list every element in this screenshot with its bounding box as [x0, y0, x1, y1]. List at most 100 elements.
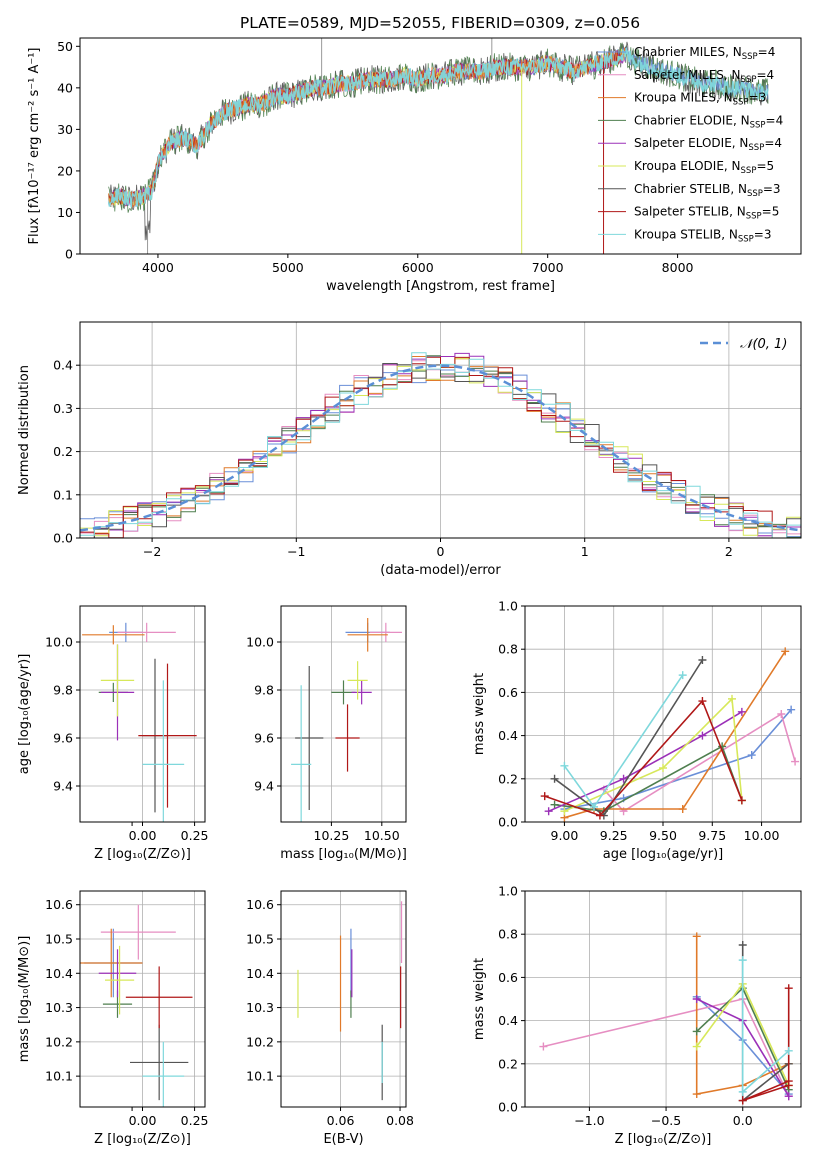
- y-tick-label: 10.6: [246, 897, 274, 912]
- mass-ebv-points: [297, 901, 403, 1101]
- chart-layer: 4000 5000 6000 7000 800001020304050wavelengt…: [17, 37, 802, 1147]
- series-marker: [784, 984, 793, 993]
- series-line: [742, 988, 790, 1102]
- series-marker: [738, 1087, 747, 1096]
- series-line: [564, 697, 743, 812]
- x-tick-label: 0: [437, 544, 445, 559]
- x-tick-label: 7000: [532, 260, 564, 275]
- y-tick-label: 10.2: [45, 1034, 73, 1049]
- y-tick-label: 40: [57, 80, 73, 95]
- spectrum-panel: 4000 5000 6000 7000 8000 0 10 20 30 40 50 wavelengt…: [27, 37, 802, 294]
- x-axis-label: E(B-V): [323, 1132, 363, 1147]
- plot-frame: [524, 890, 802, 1108]
- histogram-kroupa-stelib: [80, 352, 801, 538]
- x-tick-label: 0.06: [327, 1113, 355, 1128]
- x-tick-label: 0.25: [181, 1113, 209, 1128]
- y-tick-label: 9.4: [254, 779, 274, 794]
- series-marker: [692, 1042, 701, 1051]
- y-tick-label: 9.8: [53, 683, 73, 698]
- y-tick-label: 10.1: [45, 1069, 73, 1084]
- y-tick-label: 10.5: [246, 932, 274, 947]
- x-tick-label: 0.00: [129, 1113, 157, 1128]
- age-Z-points: [82, 622, 197, 822]
- y-tick-label: 0.6: [498, 970, 518, 985]
- y-tick-label: 0.0: [498, 1100, 518, 1115]
- y-tick-label: 1.0: [498, 884, 518, 899]
- series-marker: [737, 707, 746, 716]
- x-tick-label: 0.00: [129, 828, 157, 843]
- y-tick-label: 10.5: [45, 932, 73, 947]
- series-marker: [692, 1027, 701, 1036]
- y-axis-label: mass [log₁₀(M/M⊙)]: [17, 936, 32, 1063]
- series-marker: [692, 995, 701, 1003]
- series-marker: [781, 647, 790, 656]
- legend-label: Chabrier MILES, NSSP=4: [634, 45, 775, 62]
- y-tick-label: 10.2: [246, 1034, 274, 1049]
- x-tick-label: 2: [725, 544, 733, 559]
- y-axis-label: Normed distribution: [17, 365, 32, 495]
- y-axis-label: mass weight: [472, 958, 487, 1040]
- y-tick-label: 10.3: [45, 1000, 73, 1015]
- series-line: [564, 650, 786, 819]
- y-tick-label: 10: [57, 205, 73, 220]
- plot-frame: [280, 605, 407, 823]
- y-tick-label: 0.2: [498, 1056, 518, 1071]
- y-axis-label: Flux [fλ10⁻¹⁷ erg cm⁻² s⁻¹ A⁻¹]: [27, 48, 42, 245]
- weight-age-panel: 9.00 9.25 9.50 9.75 10.00 0.0 0.2 0.4 0.6 0.8 1.0 a…: [472, 599, 802, 862]
- weight-Z-series: [539, 932, 793, 1105]
- figure-title: PLATE=0589, MJD=52055, FIBERID=0309, z=0…: [240, 14, 640, 32]
- x-axis-label: (data-model)/error: [380, 563, 501, 578]
- x-tick-label: 0.25: [181, 828, 209, 843]
- legend-label: Salpeter MILES, NSSP=4: [634, 68, 774, 85]
- y-tick-label: 0.0: [53, 531, 73, 546]
- x-axis-label: age [log₁₀(age/yr)]: [603, 847, 724, 862]
- series-marker: [590, 802, 598, 811]
- x-axis-label: mass [log₁₀(M/M⊙)]: [280, 847, 407, 862]
- y-tick-label: 9.6: [254, 731, 274, 746]
- x-tick-label: 10.00: [744, 828, 780, 843]
- y-tick-label: 10.1: [246, 1069, 274, 1084]
- x-tick-label: 5000: [272, 260, 304, 275]
- y-axis-label: age [log₁₀(age/yr)]: [17, 654, 32, 775]
- series-marker: [737, 796, 746, 805]
- normal-curve: [80, 364, 801, 532]
- series-marker: [787, 705, 796, 714]
- x-tick-label: 9.75: [698, 828, 726, 843]
- y-tick-label: 9.4: [53, 779, 73, 794]
- series-marker: [659, 764, 667, 772]
- series-marker: [550, 774, 559, 783]
- series-marker: [540, 792, 549, 801]
- spectrum-lines: [107, 38, 769, 254]
- series-marker: [544, 807, 553, 816]
- y-axis-label: mass weight: [472, 673, 487, 755]
- x-axis-label: Z [log₁₀(Z/Z⊙)]: [615, 1132, 712, 1147]
- y-tick-label: 0.2: [498, 771, 518, 786]
- series-marker: [784, 1081, 793, 1090]
- x-tick-label: 4000: [142, 260, 174, 275]
- x-tick-label: 0.0: [733, 1113, 753, 1128]
- y-tick-label: 10.0: [45, 635, 73, 650]
- legend-label: Kroupa MILES, NSSP=3: [634, 91, 766, 108]
- weight-age-series: [540, 647, 800, 822]
- series-marker: [738, 941, 747, 949]
- series-marker: [550, 800, 559, 809]
- x-tick-label: 9.00: [551, 828, 579, 843]
- series-marker: [560, 761, 569, 770]
- x-axis-label: Z [log₁₀(Z/Z⊙)]: [94, 847, 191, 862]
- series-marker: [692, 1090, 701, 1099]
- y-tick-label: 0.4: [498, 1013, 518, 1028]
- series-marker: [791, 757, 800, 766]
- y-tick-label: 0.3: [53, 401, 73, 416]
- series-marker: [728, 694, 736, 703]
- legend-label-normal: 𝒩(0, 1): [740, 337, 787, 352]
- series-marker: [738, 956, 747, 965]
- x-tick-label: 6000: [402, 260, 434, 275]
- plot-frame: [280, 890, 407, 1108]
- series-marker: [747, 751, 756, 760]
- y-tick-label: 1.0: [498, 599, 518, 614]
- weight-Z-panel: −1.0 −0.5 0.0 0.0 0.2 0.4 0.6 0.8 1.0 Z [log₁₀(Z/…: [472, 884, 802, 1147]
- x-tick-label: −0.5: [651, 1113, 681, 1128]
- series-marker: [539, 1042, 548, 1051]
- series-marker: [777, 710, 786, 718]
- x-axis-label: wavelength [Angstrom, rest frame]: [326, 279, 555, 294]
